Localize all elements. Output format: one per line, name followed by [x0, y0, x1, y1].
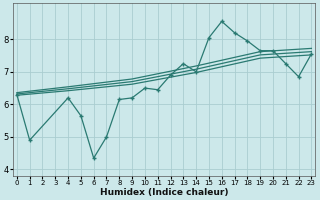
X-axis label: Humidex (Indice chaleur): Humidex (Indice chaleur)	[100, 188, 228, 197]
